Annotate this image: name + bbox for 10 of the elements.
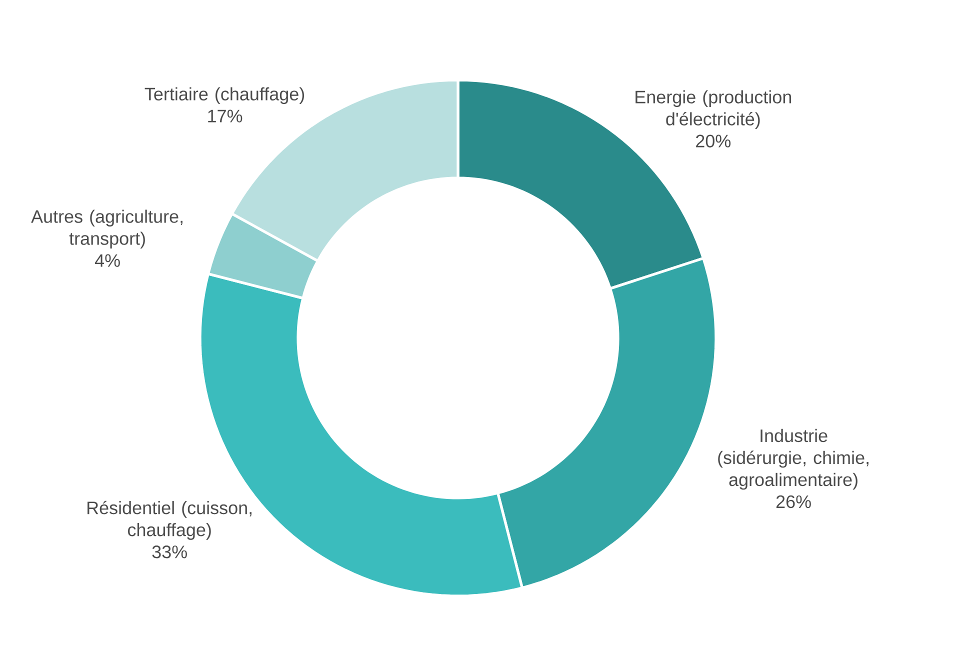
data-label: 4% bbox=[94, 254, 120, 267]
slice-label: Energie (production d'électricité) bbox=[636, 90, 792, 129]
data-label: 17% bbox=[208, 110, 242, 122]
data-label: 20% bbox=[696, 134, 731, 148]
data-label: 33% bbox=[152, 546, 187, 558]
slice-label: Tertiaire (chauffage) bbox=[144, 87, 304, 104]
slice-label: Autres (agriculture, transport) bbox=[31, 210, 182, 248]
slice-label: Résidentiel (cuisson, chauffage) bbox=[88, 500, 252, 540]
slice-label: Industrie (sidérurgie, chimie, agroalimentaire) bbox=[718, 428, 868, 490]
data-label: 26% bbox=[776, 495, 811, 508]
